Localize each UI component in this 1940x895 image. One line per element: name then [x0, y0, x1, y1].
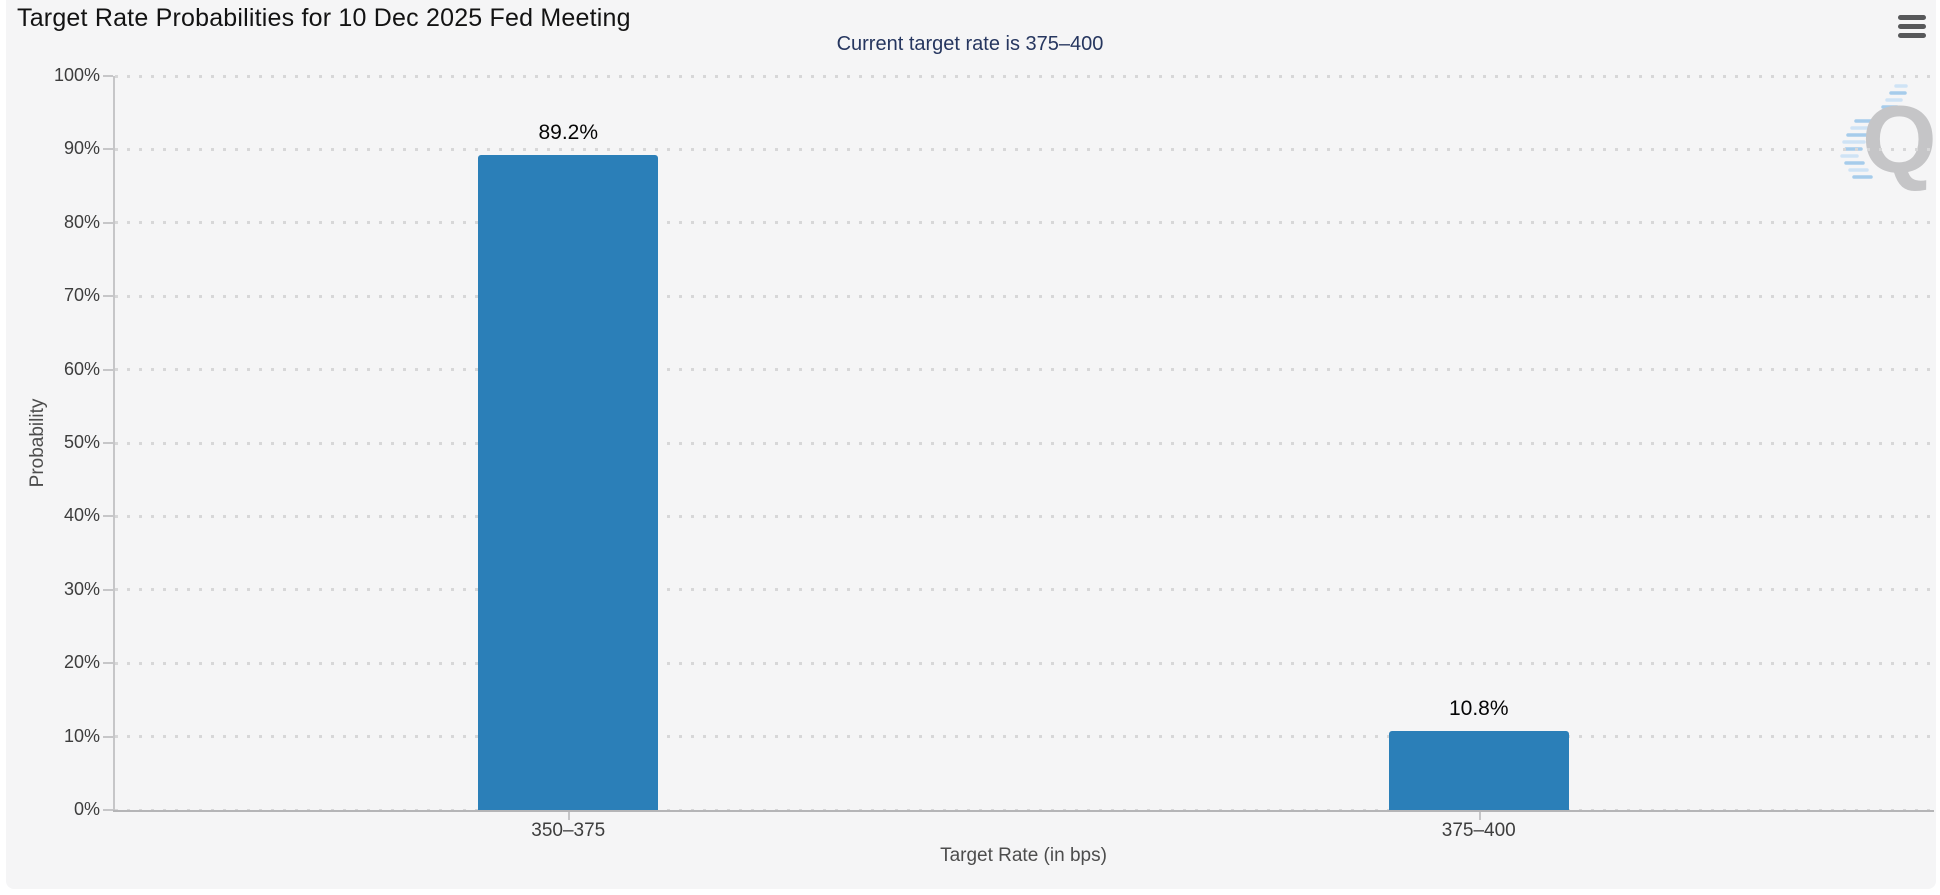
gridline: [115, 441, 1934, 445]
gridline: [115, 661, 1934, 665]
y-tick-mark: [103, 295, 113, 298]
y-tick-mark: [103, 368, 113, 371]
y-axis-title: Probability: [27, 398, 48, 488]
gridline: [115, 221, 1934, 225]
y-tick-label: 80%: [63, 211, 100, 232]
gridline: [115, 147, 1934, 151]
y-tick-mark: [103, 809, 113, 811]
y-tick-mark: [103, 75, 113, 77]
y-tick-mark: [103, 588, 113, 591]
x-axis-title: Target Rate (in bps): [940, 845, 1107, 866]
y-tick-label: 50%: [63, 432, 100, 452]
y-tick-mark: [103, 148, 113, 151]
x-axis-line: [113, 810, 1934, 812]
gridline: [115, 368, 1934, 372]
gridline: [115, 294, 1934, 298]
y-tick-mark: [103, 221, 113, 224]
y-tick-label: 0%: [73, 799, 100, 819]
y-tick-mark: [103, 515, 113, 518]
gridline: [115, 514, 1934, 518]
y-tick-mark: [103, 442, 113, 444]
hamburger-icon: [1898, 14, 1926, 20]
y-tick-label: 90%: [63, 138, 100, 159]
probability-bar[interactable]: [478, 155, 659, 810]
gridline: [115, 588, 1934, 592]
probability-bar[interactable]: [1388, 730, 1569, 810]
gridline: [115, 74, 1934, 78]
y-tick-label: 10%: [63, 725, 100, 746]
y-tick-mark: [103, 662, 113, 665]
x-category-label: 375–400: [1441, 820, 1516, 841]
y-axis-line: [113, 76, 115, 810]
current-target-rate-subtitle: Current target rate is 375–400: [836, 33, 1104, 55]
x-tick-mark: [1478, 812, 1481, 820]
chart-title: Target Rate Probabilities for 10 Dec 202…: [17, 4, 631, 32]
bar-value-label: 10.8%: [1448, 696, 1509, 720]
y-tick-mark: [103, 735, 113, 738]
y-tick-label: 60%: [63, 358, 100, 379]
gridline: [115, 735, 1934, 739]
y-tick-label: 40%: [63, 505, 100, 526]
y-tick-label: 100%: [53, 65, 100, 85]
x-category-label: 350–375: [531, 820, 606, 841]
bar-value-label: 89.2%: [538, 121, 599, 145]
y-tick-label: 70%: [63, 285, 100, 306]
hamburger-menu-button[interactable]: [1890, 6, 1934, 46]
y-tick-label: 30%: [63, 578, 100, 599]
y-tick-label: 20%: [63, 652, 100, 673]
x-tick-mark: [568, 812, 571, 820]
hamburger-icon: [1898, 32, 1926, 38]
hamburger-icon: [1898, 23, 1926, 29]
